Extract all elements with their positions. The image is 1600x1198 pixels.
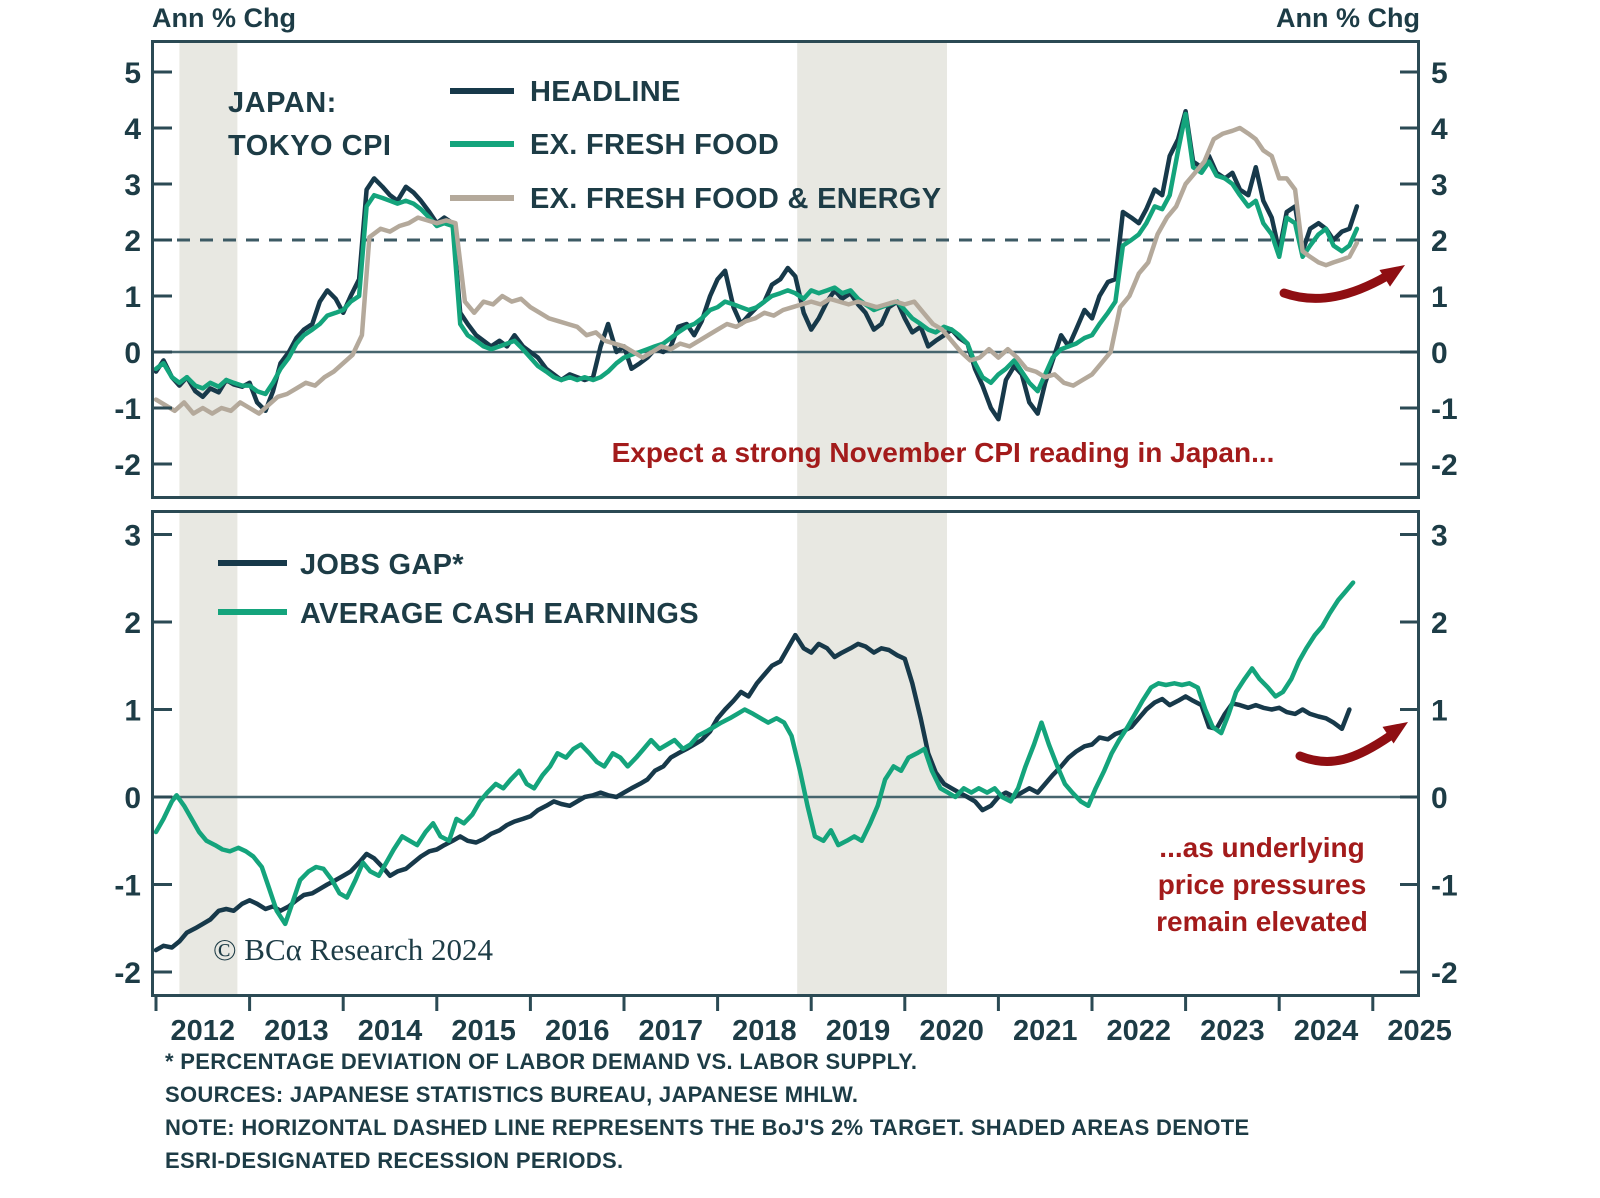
x-year-label: 2018 — [732, 1015, 797, 1047]
y-tick-label-left: 5 — [124, 57, 141, 90]
bottom-annotation-line2: price pressures — [1158, 869, 1367, 900]
bottom-annotation-line1: ...as underlying — [1159, 832, 1364, 863]
footnote-line2: SOURCES: JAPANESE STATISTICS BUREAU, JAP… — [165, 1082, 858, 1107]
x-year-label: 2025 — [1387, 1015, 1452, 1047]
y-tick-label-left: 1 — [124, 281, 141, 314]
legend-label-headline: HEADLINE — [530, 76, 681, 108]
recession-band — [797, 512, 947, 995]
top-series-lines — [153, 108, 1360, 422]
copyright: © BCα Research 2024 — [213, 932, 493, 967]
top-recession-bands — [179, 42, 947, 497]
x-year-label: 2024 — [1294, 1015, 1359, 1047]
bottom-panel-axis-ticks: 3 3 2 2 1 1 0 0 -1 -1 -2 -2 — [114, 520, 1457, 991]
y-tick-label-left: 0 — [124, 782, 141, 815]
y-tick-label-left: 1 — [124, 695, 141, 728]
right-units-label: Ann % Chg — [1276, 3, 1420, 33]
x-year-label: 2020 — [919, 1015, 984, 1047]
y-tick-label-right: -2 — [1431, 957, 1458, 990]
y-tick-label-right: 5 — [1431, 57, 1448, 90]
footnotes: * PERCENTAGE DEVIATION OF LABOR DEMAND V… — [165, 1049, 1250, 1173]
x-year-label: 2013 — [264, 1015, 329, 1047]
legend-label-ex-fresh-food-energy: EX. FRESH FOOD & ENERGY — [530, 183, 941, 215]
top-annotation: Expect a strong November CPI reading in … — [612, 437, 1275, 468]
y-tick-label-left: 2 — [124, 607, 141, 640]
chart-title-line1: JAPAN: — [228, 87, 337, 119]
x-year-label: 2021 — [1013, 1015, 1078, 1047]
y-tick-label-right: -2 — [1431, 449, 1458, 482]
series-line-average-cash-earnings — [153, 580, 1356, 927]
bottom-series-lines — [153, 580, 1356, 953]
footnote-line3: NOTE: HORIZONTAL DASHED LINE REPRESENTS … — [165, 1115, 1250, 1140]
series-line-ex-fresh-food-energy — [153, 125, 1360, 416]
y-tick-label-right: -1 — [1431, 870, 1458, 903]
x-year-label: 2016 — [545, 1015, 610, 1047]
y-tick-label-left: 4 — [124, 113, 141, 146]
x-year-label: 2019 — [826, 1015, 891, 1047]
x-year-label: 2022 — [1107, 1015, 1172, 1047]
recession-band — [179, 512, 238, 995]
series-line-jobs-gap — [153, 632, 1352, 953]
y-tick-label-right: 0 — [1431, 337, 1448, 370]
series-line-ex-fresh-food — [153, 111, 1360, 397]
bottom-annotation-line3: remain elevated — [1156, 906, 1368, 937]
y-tick-label-left: -1 — [114, 870, 141, 903]
top-reference-lines — [154, 238, 1418, 354]
legend-label-ex-fresh-food: EX. FRESH FOOD — [530, 129, 779, 161]
y-tick-label-left: 3 — [124, 169, 141, 202]
y-tick-label-left: 0 — [124, 337, 141, 370]
y-tick-label-left: 2 — [124, 225, 141, 258]
recession-band — [179, 42, 238, 497]
y-tick-label-left: 3 — [124, 520, 141, 553]
y-tick-label-left: -1 — [114, 393, 141, 426]
y-tick-label-right: -1 — [1431, 393, 1458, 426]
x-year-label: 2023 — [1200, 1015, 1265, 1047]
top-panel-border — [151, 40, 1420, 499]
legend-label-average-cash-earnings: AVERAGE CASH EARNINGS — [300, 598, 699, 630]
top-legend: HEADLINE EX. FRESH FOOD EX. FRESH FOOD &… — [450, 76, 941, 215]
y-tick-label-right: 3 — [1431, 520, 1448, 553]
y-tick-label-left: -2 — [114, 957, 141, 990]
x-year-label: 2017 — [639, 1015, 704, 1047]
bottom-panel-border — [151, 510, 1420, 997]
legend-label-jobs-gap: JOBS GAP* — [300, 549, 464, 581]
y-tick-label-right: 0 — [1431, 782, 1448, 815]
top-panel-axis-ticks: 5 5 4 4 3 3 2 2 1 1 0 0 -1 -1 -2 -2 — [114, 57, 1457, 482]
top-trend-arrow-icon — [1279, 265, 1405, 303]
bottom-annotation: ...as underlying price pressures remain … — [1156, 832, 1368, 937]
left-units-label: Ann % Chg — [152, 3, 296, 33]
y-tick-label-right: 2 — [1431, 607, 1448, 640]
bottom-recession-bands — [179, 512, 947, 995]
x-year-label: 2015 — [451, 1015, 516, 1047]
y-tick-label-right: 1 — [1431, 281, 1448, 314]
y-tick-label-left: -2 — [114, 449, 141, 482]
y-tick-label-right: 1 — [1431, 695, 1448, 728]
bottom-trend-arrow-icon — [1295, 722, 1408, 766]
footnote-line1: * PERCENTAGE DEVIATION OF LABOR DEMAND V… — [165, 1049, 917, 1074]
chart-title-line2: TOKYO CPI — [228, 130, 392, 162]
y-tick-label-right: 4 — [1431, 113, 1448, 146]
y-tick-label-right: 2 — [1431, 225, 1448, 258]
y-tick-label-right: 3 — [1431, 169, 1448, 202]
x-axis-ticks-and-labels: 2012 2013 2014 2015 2016 2017 2018 2019 2020 2021… — [154, 997, 1452, 1047]
recession-band — [797, 42, 947, 497]
footnote-line4: ESRI-DESIGNATED RECESSION PERIODS. — [165, 1148, 623, 1173]
bottom-legend: JOBS GAP* AVERAGE CASH EARNINGS — [218, 549, 699, 630]
x-year-label: 2012 — [171, 1015, 236, 1047]
x-year-label: 2014 — [358, 1015, 423, 1047]
